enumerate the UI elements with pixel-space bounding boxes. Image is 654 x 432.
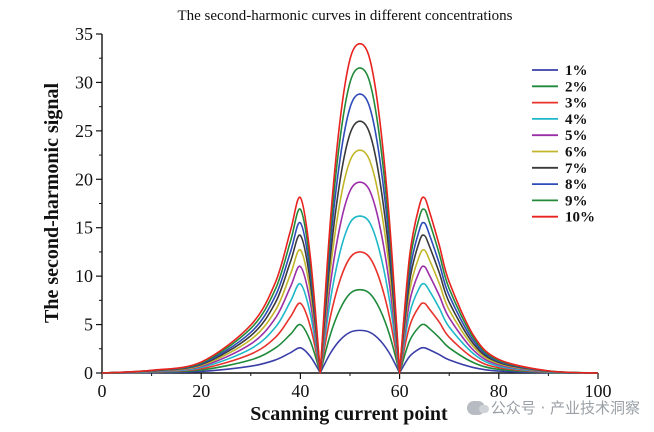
plot-area: 0 5 10 15 20 25 30 35 0 20 40 60 80 100 [75,24,612,401]
y-tick-label: 0 [84,363,93,383]
watermark: 公众号 · 产业技术洞察 [466,397,640,418]
legend-label: 4% [565,112,588,128]
y-tick-label: 35 [75,24,93,44]
legend-label: 9% [565,193,588,209]
legend-label: 7% [565,161,588,177]
series-line-3pct [101,251,599,374]
y-tick-label: 5 [84,315,93,335]
legend-label: 5% [565,128,588,144]
legend-label: 8% [565,177,588,193]
y-tick-label: 25 [75,121,93,141]
y-tick-label: 15 [75,218,93,238]
legend-label: 2% [565,79,588,95]
y-axis-label: The second-harmonic signal [41,83,63,323]
legend-label: 10% [565,210,595,226]
x-axis-label: Scanning current point [250,403,448,425]
chart-title: The second-harmonic curves in different … [177,8,512,24]
series-line-10pct [101,42,599,374]
series-line-9pct [101,67,599,374]
x-tick-label: 80 [490,381,508,401]
x-tick-label: 40 [291,381,309,401]
y-tick-label: 10 [75,266,93,286]
wechat-icon [466,400,489,415]
legend: 1%2%3%4%5%6%7%8%9%10% [532,63,595,226]
x-tick-label: 0 [98,381,107,401]
legend-label: 3% [565,96,588,112]
series-line-8pct [101,93,599,374]
y-tick-label: 20 [75,169,93,189]
legend-label: 6% [565,145,588,161]
series-line-5pct [101,181,599,374]
series-line-1pct [101,329,599,374]
series-line-2pct [101,288,599,374]
x-tick-label: 60 [391,381,409,401]
series-line-4pct [101,215,599,374]
y-tick-label: 30 [75,72,93,92]
watermark-text: 公众号 · 产业技术洞察 [490,399,640,417]
x-tick-label: 100 [585,381,612,401]
legend-label: 1% [565,63,588,79]
series-line-6pct [101,149,599,374]
series-line-7pct [101,120,599,374]
x-tick-label: 20 [192,381,210,401]
